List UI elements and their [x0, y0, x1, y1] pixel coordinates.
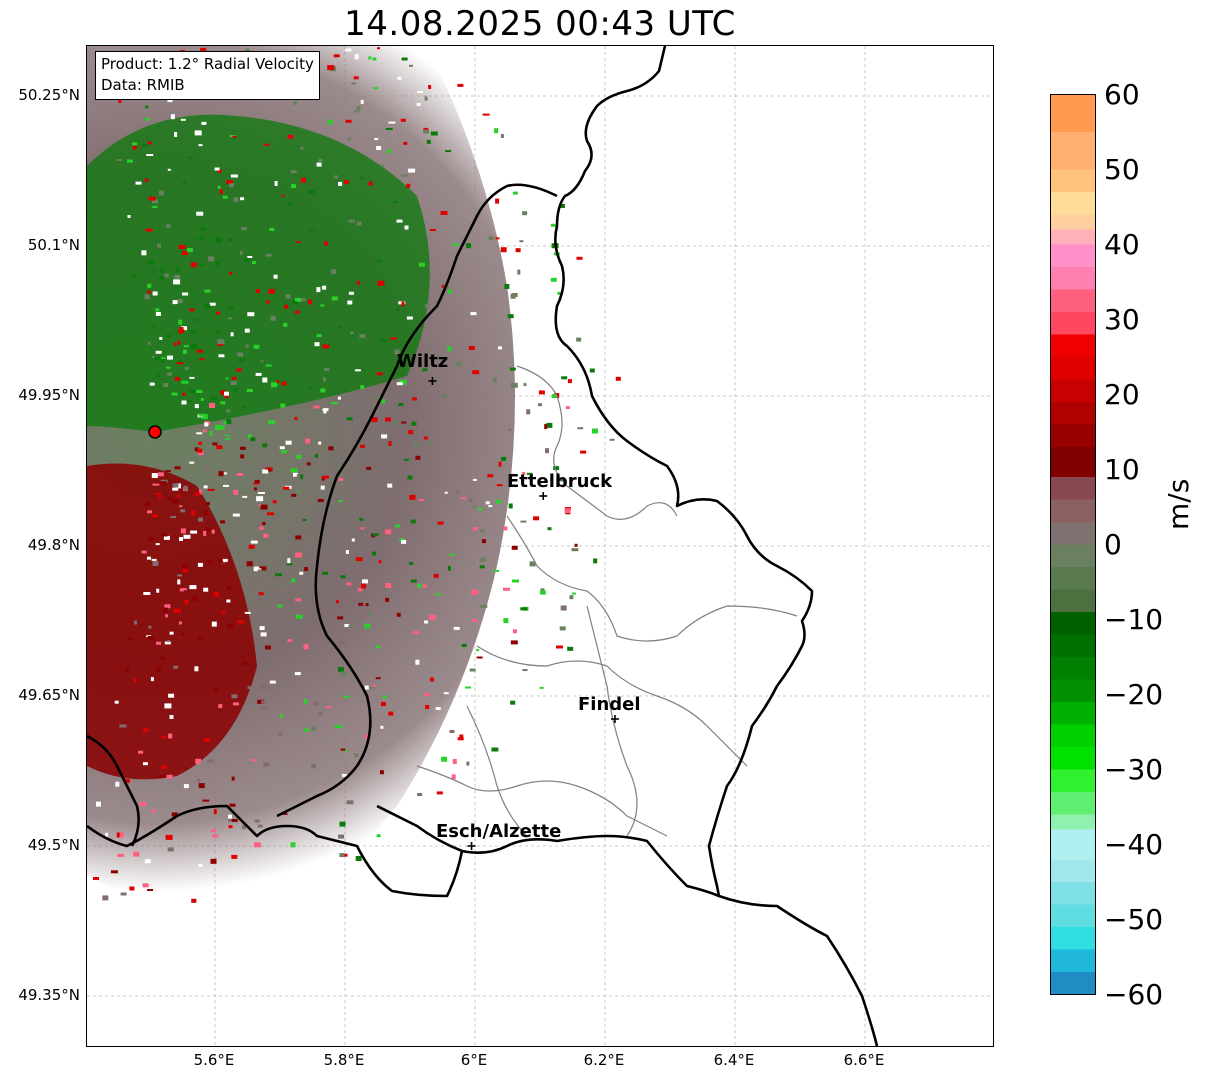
colorbar-band — [1050, 312, 1096, 335]
colorbar-band — [1050, 657, 1096, 680]
colorbar-bands — [1050, 94, 1096, 995]
colorbar-tick-label: −40 — [1104, 828, 1164, 861]
colorbar-band — [1050, 132, 1096, 170]
city-marker — [610, 715, 619, 723]
colorbar — [1050, 94, 1096, 996]
lat-tick-label: 49.65°N — [18, 686, 80, 704]
lat-tick-label: 50.1°N — [27, 236, 80, 254]
data-source-label: Data: RMIB — [101, 76, 185, 94]
colorbar-band — [1050, 904, 1096, 928]
colorbar-band — [1050, 424, 1096, 448]
country-borders — [87, 46, 879, 1046]
colorbar-band — [1050, 334, 1096, 358]
lat-tick-label: 49.35°N — [18, 986, 80, 1004]
colorbar-band — [1050, 289, 1096, 313]
colorbar-band — [1050, 589, 1096, 613]
city-markers — [428, 377, 619, 850]
colorbar-band — [1050, 169, 1096, 193]
city-label-esch-alzette: Esch/Alzette — [436, 821, 562, 842]
colorbar-band — [1050, 724, 1096, 748]
colorbar-band — [1050, 949, 1096, 973]
lat-tick-label: 50.25°N — [18, 86, 80, 104]
city-marker — [539, 492, 548, 500]
colorbar-tick-label: 10 — [1104, 453, 1140, 486]
colorbar-band — [1050, 882, 1096, 905]
colorbar-tick-label: −20 — [1104, 678, 1164, 711]
radar-site-marker — [148, 425, 162, 439]
colorbar-band — [1050, 747, 1096, 770]
commune-boundaries — [416, 365, 798, 837]
lon-tick-label: 6.2°E — [583, 1051, 625, 1069]
colorbar-band — [1050, 357, 1096, 380]
colorbar-band — [1050, 244, 1096, 268]
lon-tick-label: 5.8°E — [323, 1051, 365, 1069]
colorbar-band — [1050, 94, 1096, 133]
lat-tick-label: 49.8°N — [27, 536, 80, 554]
colorbar-band — [1050, 477, 1096, 500]
colorbar-tick-label: 50 — [1104, 153, 1140, 186]
colorbar-tick-label: −30 — [1104, 753, 1164, 786]
colorbar-tick-label: −10 — [1104, 603, 1164, 636]
map-title: 14.08.2025 00:43 UTC — [344, 4, 736, 44]
lon-tick-label: 5.6°E — [193, 1051, 235, 1069]
lon-tick-label: 6.6°E — [843, 1051, 885, 1069]
colorbar-tick-label: 30 — [1104, 303, 1140, 336]
colorbar-band — [1050, 402, 1096, 425]
product-info-box: Product: 1.2° Radial Velocity Data: RMIB — [95, 51, 320, 100]
lon-tick-label: 6°E — [460, 1051, 488, 1069]
colorbar-band — [1050, 567, 1096, 590]
colorbar-tick-label: −50 — [1104, 903, 1164, 936]
colorbar-band — [1050, 192, 1096, 215]
lat-tick-label: 49.5°N — [27, 836, 80, 854]
radar-speckle-layer — [93, 47, 626, 903]
colorbar-band — [1050, 634, 1096, 658]
colorbar-band — [1050, 927, 1096, 950]
colorbar-band — [1050, 702, 1096, 725]
colorbar-band — [1050, 769, 1096, 793]
city-label-wiltz: Wiltz — [397, 351, 449, 372]
lon-tick-label: 6.4°E — [713, 1051, 755, 1069]
colorbar-band — [1050, 522, 1096, 545]
colorbar-band — [1050, 972, 1096, 995]
product-label: Product: 1.2° Radial Velocity — [101, 55, 314, 73]
radar-map[interactable] — [86, 45, 994, 1047]
colorbar-band — [1050, 612, 1096, 635]
colorbar-tick-label: 0 — [1104, 528, 1122, 561]
colorbar-band — [1050, 679, 1096, 703]
colorbar-band — [1050, 829, 1096, 860]
colorbar-band — [1050, 792, 1096, 815]
colorbar-band — [1050, 214, 1096, 230]
colorbar-band — [1050, 379, 1096, 403]
colorbar-band — [1050, 229, 1096, 245]
colorbar-tick-label: 20 — [1104, 378, 1140, 411]
city-label-findel: Findel — [578, 694, 641, 715]
colorbar-tick-label: 40 — [1104, 228, 1140, 261]
colorbar-band — [1050, 267, 1096, 290]
colorbar-band — [1050, 859, 1096, 883]
city-marker — [428, 377, 437, 385]
city-marker — [467, 842, 476, 850]
colorbar-tick-label: −60 — [1104, 978, 1164, 1011]
radar-map-canvas — [87, 46, 993, 1046]
lat-tick-label: 49.95°N — [18, 386, 80, 404]
colorbar-band — [1050, 499, 1096, 523]
colorbar-band — [1050, 814, 1096, 830]
colorbar-tick-label: 60 — [1104, 78, 1140, 111]
colorbar-unit-label: m/s — [1162, 478, 1195, 530]
city-label-ettelbruck: Ettelbruck — [507, 471, 613, 492]
colorbar-band — [1050, 447, 1096, 478]
colorbar-band — [1050, 544, 1096, 568]
